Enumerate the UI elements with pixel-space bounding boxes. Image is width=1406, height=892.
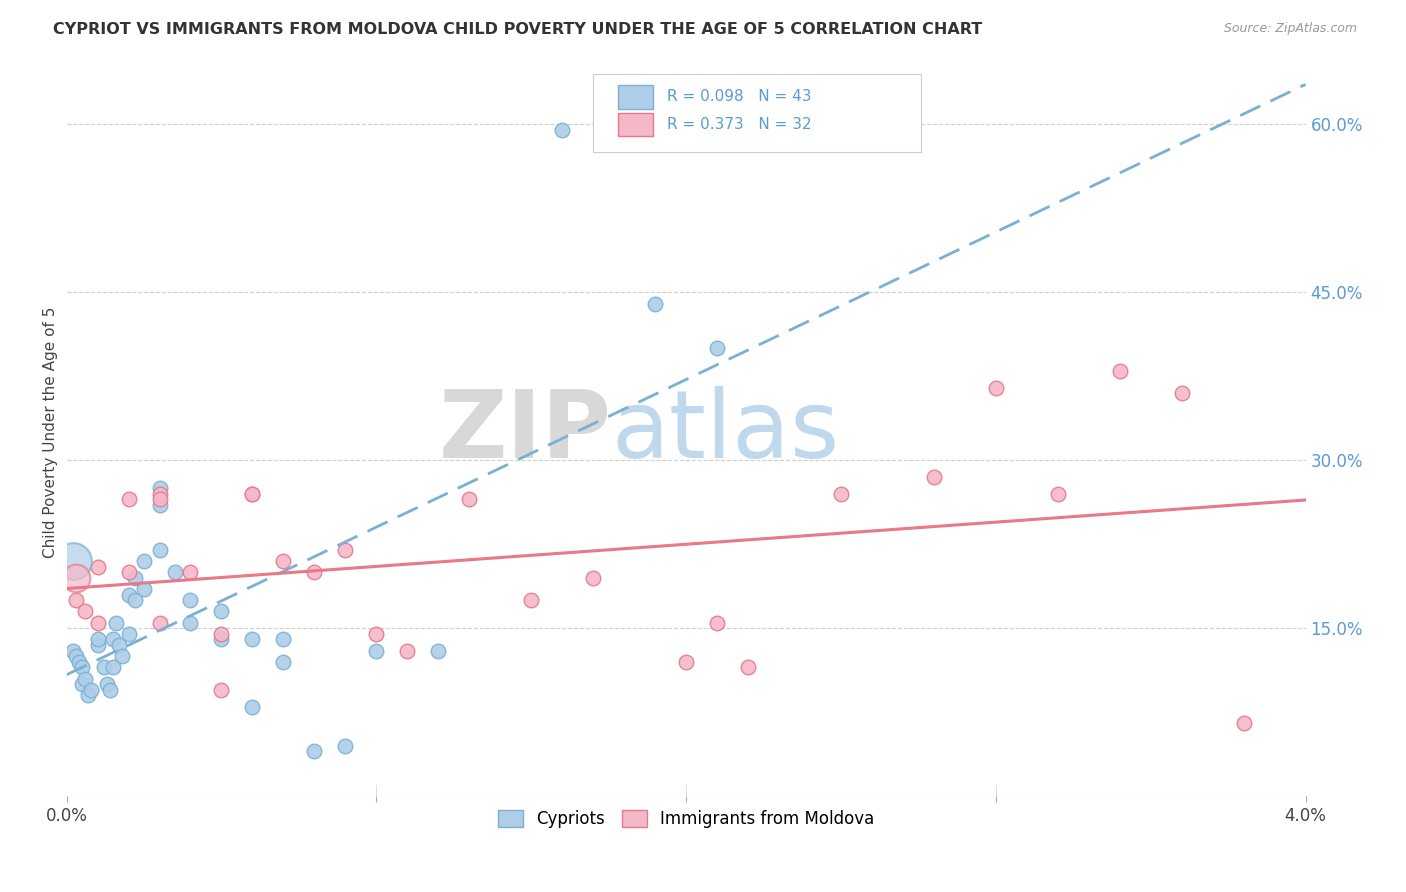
Bar (617, 113, 652, 136)
Point (93, 660, 115, 674)
Point (706, 342, 728, 356)
Point (62, 643, 84, 657)
Point (427, 643, 450, 657)
Point (65, 571, 87, 585)
Point (273, 632, 295, 647)
Point (117, 492, 139, 507)
Text: R = 0.098   N = 43: R = 0.098 N = 43 (668, 89, 813, 104)
Point (242, 487, 264, 501)
Point (148, 542, 170, 557)
Point (1170, 386, 1192, 401)
Point (706, 615, 728, 630)
FancyBboxPatch shape (593, 74, 921, 153)
Point (366, 627, 388, 641)
Bar (617, 86, 652, 109)
Point (148, 481, 170, 495)
Point (582, 571, 605, 585)
Point (179, 593, 201, 607)
Point (922, 470, 945, 484)
Point (101, 632, 124, 647)
Point (551, 123, 574, 137)
Point (96, 677, 118, 691)
Point (77, 689, 100, 703)
Text: CYPRIOT VS IMMIGRANTS FROM MOLDOVA CHILD POVERTY UNDER THE AGE OF 5 CORRELATION : CYPRIOT VS IMMIGRANTS FROM MOLDOVA CHILD… (53, 22, 983, 37)
Point (304, 566, 326, 580)
Point (117, 588, 139, 602)
Point (98, 682, 121, 697)
Point (458, 492, 481, 507)
Point (86, 615, 108, 630)
Point (148, 487, 170, 501)
Point (65, 593, 87, 607)
Point (62, 554, 84, 568)
Point (86, 559, 108, 574)
Point (675, 655, 697, 669)
Text: atlas: atlas (612, 386, 839, 478)
Point (366, 643, 388, 657)
Point (242, 632, 264, 647)
Point (1046, 487, 1069, 501)
Point (520, 593, 543, 607)
Point (335, 542, 357, 557)
Point (117, 627, 139, 641)
Point (396, 643, 419, 657)
Point (117, 566, 139, 580)
Point (65, 649, 87, 664)
Point (70, 660, 93, 674)
Point (644, 296, 666, 310)
Point (124, 571, 146, 585)
Text: R = 0.373   N = 32: R = 0.373 N = 32 (668, 117, 813, 132)
Point (132, 554, 155, 568)
Point (242, 487, 264, 501)
Text: Source: ZipAtlas.com: Source: ZipAtlas.com (1223, 22, 1357, 36)
Point (86, 632, 108, 647)
Point (211, 632, 233, 647)
Y-axis label: Child Poverty Under the Age of 5: Child Poverty Under the Age of 5 (44, 307, 58, 558)
Point (984, 380, 1007, 394)
Point (67, 655, 90, 669)
Point (148, 498, 170, 512)
Point (304, 744, 326, 758)
Point (211, 627, 233, 641)
Point (335, 739, 357, 753)
Point (108, 638, 131, 652)
Point (111, 649, 134, 664)
Point (105, 615, 128, 630)
Point (148, 615, 170, 630)
Point (70, 677, 93, 691)
Point (1108, 364, 1130, 378)
Point (1232, 716, 1254, 731)
Point (273, 554, 295, 568)
Point (163, 566, 186, 580)
Point (80, 682, 103, 697)
Point (124, 593, 146, 607)
Point (179, 615, 201, 630)
Point (830, 487, 852, 501)
Point (148, 492, 170, 507)
Legend: Cypriots, Immigrants from Moldova: Cypriots, Immigrants from Moldova (491, 804, 882, 835)
Point (132, 582, 155, 596)
Point (75, 672, 97, 686)
Point (273, 655, 295, 669)
Point (179, 566, 201, 580)
Point (211, 682, 233, 697)
Text: ZIP: ZIP (439, 386, 612, 478)
Point (211, 604, 233, 618)
Point (737, 660, 759, 674)
Point (86, 638, 108, 652)
Point (101, 660, 124, 674)
Point (242, 699, 264, 714)
Point (75, 604, 97, 618)
